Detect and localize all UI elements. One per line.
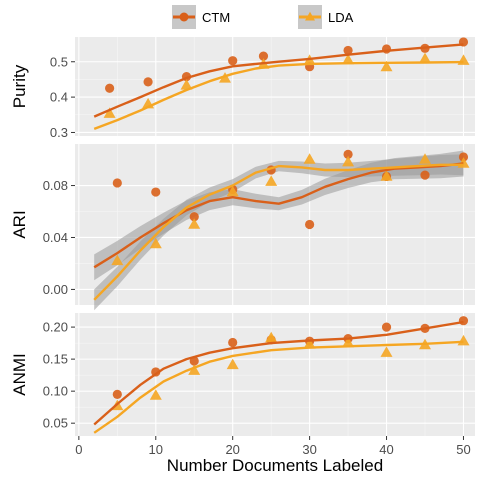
data-point-lda [265,331,278,343]
data-point-ctm [420,170,430,180]
data-point-ctm [105,83,115,93]
smooth-line-ctm [93,43,464,118]
y-tick-label: 0.20 [43,320,68,335]
smooth-line-lda [93,340,464,434]
y-tick-label: 0.15 [43,352,68,367]
y-tick-label: 0.08 [43,178,68,193]
data-point-lda [342,53,355,65]
data-point-lda [226,185,239,197]
data-point-lda [226,358,239,370]
y-tick-label: 0.3 [50,125,68,140]
panel-purity: 0.3 0.4 0.5 Purity [10,37,475,140]
data-point-ctm [343,45,353,56]
data-point-ctm [189,212,199,222]
legend: CTM LDA [172,5,354,29]
legend-triangle-marker [305,11,315,21]
chart-panels: 0.30.40.5Purity0.000.040.08ARI0.050.100.… [10,37,475,436]
data-point-ctm [458,316,469,326]
y-tick-label: 0.5 [50,54,68,69]
data-point-lda [342,336,355,348]
x-tick-label: 50 [456,442,470,457]
y-tick-label: 0.4 [50,90,68,105]
data-point-lda [380,346,393,357]
data-point-lda [265,175,278,186]
data-point-ctm [228,56,238,66]
data-point-lda [303,338,316,349]
data-point-ctm [151,187,161,197]
y-tick-label: 0.00 [43,282,68,297]
smooth-line-ctm [93,162,464,269]
data-point-lda [380,60,393,72]
legend-label-ctm: CTM [202,10,230,25]
confidence-band-lda [94,154,464,311]
panel-anmi: 0.05 0.10 0.15 0.20 ANMI [10,313,475,436]
data-point-ctm [112,178,122,188]
x-tick-label: 10 [149,442,163,457]
data-point-lda [149,237,162,249]
y-axis-title-purity: Purity [10,64,29,108]
y-tick-label: 0.05 [43,416,68,431]
x-axis-title: Number Documents Labeled [167,456,383,475]
smooth-line-lda [93,60,464,131]
x-tick-label: 30 [302,442,316,457]
data-point-ctm [381,322,392,332]
x-tick-label: 0 [75,442,82,457]
data-point-lda [180,79,193,90]
data-point-ctm [258,51,269,61]
data-point-ctm [305,219,315,230]
data-point-ctm [228,337,238,348]
y-axis-title-anmi: ANMI [10,353,29,396]
data-point-lda [342,155,355,167]
y-tick-label: 0.04 [43,230,68,245]
data-point-lda [103,107,116,118]
data-point-ctm [458,152,469,162]
legend-item-ctm: CTM [172,5,230,29]
data-point-lda [303,153,316,164]
panel-background [75,313,475,436]
legend-circle-marker [179,12,189,22]
legend-item-lda: LDA [298,5,354,29]
data-point-ctm [112,389,122,399]
data-point-lda [419,52,431,64]
y-axis-title-ari: ARI [10,210,29,238]
y-tick-label: 0.10 [43,384,68,399]
legend-label-lda: LDA [328,10,354,25]
x-tick-label: 20 [225,442,239,457]
data-point-ctm [143,77,153,87]
data-point-lda [380,170,393,181]
smooth-line-ctm [93,320,464,426]
x-axis: 0 10 20 30 40 50 [75,436,471,457]
data-point-lda [111,254,124,266]
smooth-line-lda [93,163,464,301]
data-point-lda [419,153,431,164]
x-tick-label: 40 [379,442,393,457]
panel-ari: 0.00 0.04 0.08 ARI [10,144,475,311]
panel-background [75,37,475,136]
data-point-lda [188,218,201,229]
data-point-ctm [343,149,353,159]
data-point-lda [188,364,201,375]
data-point-lda [149,389,162,400]
